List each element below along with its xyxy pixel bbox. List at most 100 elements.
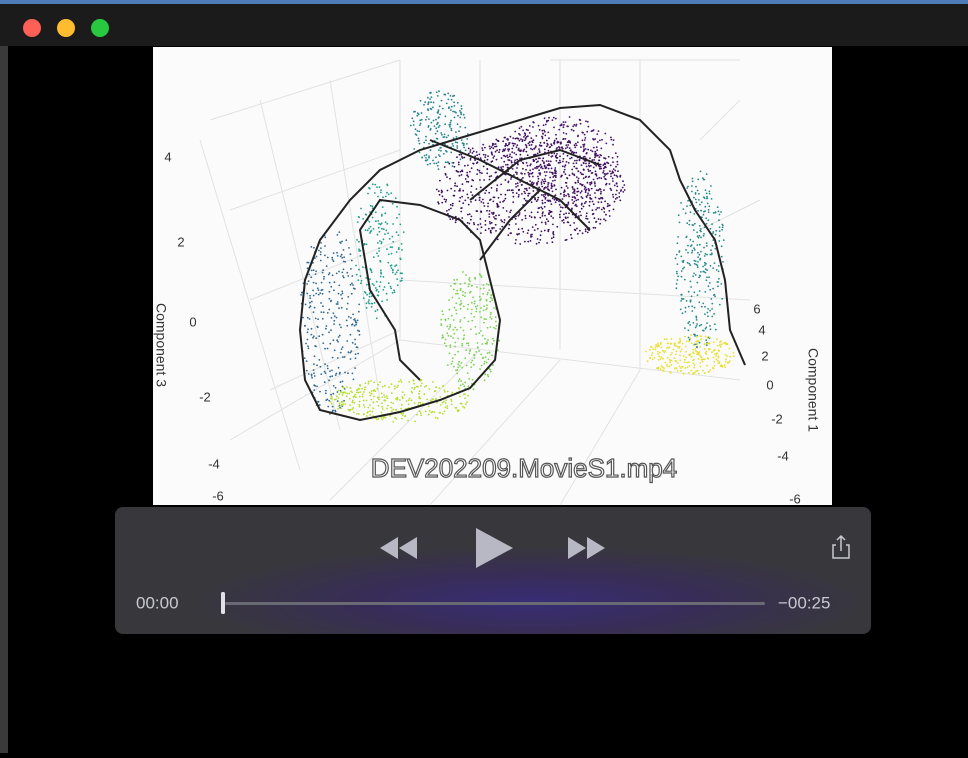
scatter-dot — [568, 196, 570, 198]
scatter-dot — [360, 282, 362, 284]
scatter-dot — [379, 186, 381, 188]
scatter-dot — [676, 279, 678, 281]
scatter-dot — [311, 334, 313, 336]
scatter-dot — [401, 277, 403, 279]
scatter-dot — [598, 177, 600, 179]
scatter-dot — [480, 307, 482, 309]
scatter-dot — [427, 97, 429, 99]
scatter-dot — [695, 370, 697, 372]
scatter-dot — [453, 195, 455, 197]
scatter-dot — [692, 373, 694, 375]
scatter-dot — [510, 232, 512, 234]
scatter-dot — [694, 372, 696, 374]
scatter-dot — [427, 164, 429, 166]
scatter-dot — [419, 390, 421, 392]
scatter-dot — [702, 358, 704, 360]
scatter-dot — [466, 181, 468, 183]
scatter-dot — [417, 112, 419, 114]
scatter-dot — [685, 351, 687, 353]
scatter-dot — [604, 163, 606, 165]
scatter-dot — [318, 401, 320, 403]
scatter-dot — [341, 254, 343, 256]
scatter-dot — [685, 311, 687, 313]
scatter-dot — [309, 318, 311, 320]
scatter-dot — [424, 101, 426, 103]
scatter-dot — [549, 171, 551, 173]
scatter-dot — [333, 252, 335, 254]
scatter-dot — [338, 285, 340, 287]
scatter-dot — [452, 361, 454, 363]
scatter-dot — [624, 189, 626, 191]
scatter-dot — [495, 224, 497, 226]
scatter-dot — [362, 266, 364, 268]
scatter-dot — [370, 380, 372, 382]
scatter-dot — [529, 215, 531, 217]
scatter-dot — [503, 222, 505, 224]
scatter-dot — [386, 223, 388, 225]
scatter-dot — [543, 196, 545, 198]
scatter-dot — [325, 392, 327, 394]
scatter-dot — [472, 152, 474, 154]
scatter-dot — [470, 158, 472, 160]
scatter-dot — [544, 178, 546, 180]
scatter-dot — [620, 190, 622, 192]
minimize-button[interactable] — [57, 19, 75, 37]
progress-handle[interactable] — [221, 592, 225, 614]
scatter-dot — [377, 397, 379, 399]
scatter-dot — [380, 261, 382, 263]
scatter-dot — [550, 215, 552, 217]
scatter-dot — [438, 90, 440, 92]
scatter-dot — [483, 202, 485, 204]
scatter-dot — [596, 149, 598, 151]
scatter-dot — [700, 335, 702, 337]
scatter-dot — [447, 364, 449, 366]
scatter-dot — [521, 184, 523, 186]
scatter-dot — [585, 176, 587, 178]
scatter-dot — [503, 200, 505, 202]
scatter-dot — [578, 178, 580, 180]
scatter-dot — [376, 186, 378, 188]
scatter-dot — [510, 178, 512, 180]
scatter-dot — [369, 293, 371, 295]
scatter-dot — [354, 288, 356, 290]
scatter-dot — [473, 388, 475, 390]
scatter-dot — [371, 295, 373, 297]
scatter-dot — [524, 173, 526, 175]
scatter-dot — [332, 393, 334, 395]
zoom-button[interactable] — [91, 19, 109, 37]
scatter-dot — [587, 232, 589, 234]
scatter-dot — [459, 110, 461, 112]
scatter-dot — [357, 320, 359, 322]
scatter-dot — [715, 355, 717, 357]
scatter-dot — [431, 399, 433, 401]
scatter-dot — [464, 357, 466, 359]
scatter-dot — [356, 322, 358, 324]
scatter-dot — [377, 294, 379, 296]
scatter-dot — [465, 178, 467, 180]
scatter-dot — [700, 258, 702, 260]
scatter-dot — [346, 340, 348, 342]
scatter-dot — [492, 201, 494, 203]
scatter-dot — [392, 236, 394, 238]
scatter-dot — [572, 188, 574, 190]
scatter-dot — [719, 214, 721, 216]
scatter-dot — [684, 336, 686, 338]
scatter-dot — [721, 365, 723, 367]
scatter-dot — [536, 167, 538, 169]
scatter-dot — [337, 301, 339, 303]
scatter-dot — [464, 407, 466, 409]
scatter-dot — [524, 132, 526, 134]
scatter-dot — [688, 263, 690, 265]
scatter-dot — [419, 119, 421, 121]
scatter-dot — [603, 211, 605, 213]
scatter-dot — [479, 368, 481, 370]
scatter-dot — [594, 157, 596, 159]
progress-track[interactable] — [225, 602, 765, 605]
scatter-dot — [457, 123, 459, 125]
scatter-dot — [564, 191, 566, 193]
scatter-dot — [329, 282, 331, 284]
close-button[interactable] — [23, 19, 41, 37]
scatter-dot — [701, 359, 703, 361]
scatter-dot — [529, 144, 531, 146]
scatter-dot — [577, 233, 579, 235]
